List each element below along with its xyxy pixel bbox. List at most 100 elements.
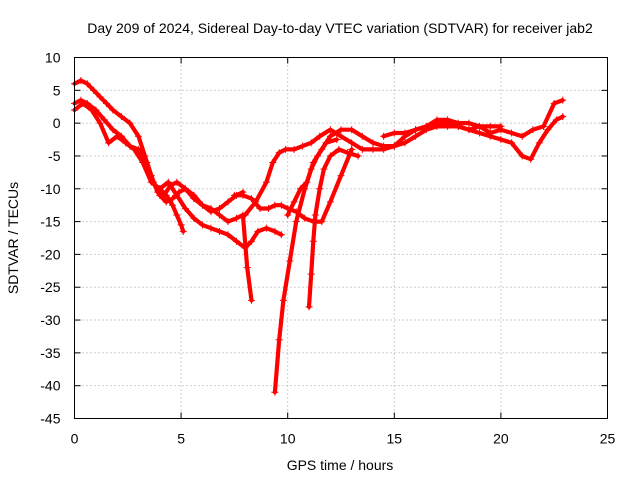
series-line [243, 114, 565, 218]
x-tick-label: 5 [177, 431, 185, 447]
data-point [303, 178, 311, 186]
data-point [433, 116, 441, 124]
data-point [279, 296, 287, 304]
x-tick-label: 0 [71, 431, 79, 447]
data-point [215, 211, 223, 219]
data-point [96, 93, 104, 101]
data-point [122, 139, 130, 147]
data-point [139, 159, 147, 167]
series-track-5 [230, 145, 356, 226]
data-point [162, 191, 170, 199]
data-point [233, 237, 241, 245]
y-tick-label: 5 [53, 82, 61, 98]
data-point [337, 132, 345, 140]
data-point [241, 211, 249, 219]
data-point [307, 270, 315, 278]
data-point [535, 139, 543, 147]
data-point [215, 227, 223, 235]
series-track-10 [380, 116, 505, 140]
series-track-2 [71, 96, 255, 304]
series-track-3 [71, 99, 285, 252]
y-tick-label: -45 [40, 411, 60, 427]
data-point [282, 145, 290, 153]
data-point [309, 237, 317, 245]
data-point [156, 185, 164, 193]
data-point [316, 185, 324, 193]
data-point [105, 139, 113, 147]
data-point [305, 303, 313, 311]
data-point [265, 204, 273, 212]
data-point [256, 204, 264, 212]
data-point [275, 336, 283, 344]
data-point [290, 198, 298, 206]
data-point [296, 185, 304, 193]
data-point [518, 152, 526, 160]
data-point [126, 119, 134, 127]
data-point [173, 191, 181, 199]
data-point [465, 126, 473, 134]
data-point [422, 122, 430, 130]
series-line [306, 147, 361, 309]
data-point [156, 191, 164, 199]
data-point [314, 152, 322, 160]
data-point [326, 126, 334, 134]
data-point [292, 218, 300, 226]
data-point [299, 142, 307, 150]
data-point [358, 132, 366, 140]
y-tick-label: -40 [40, 378, 60, 394]
data-point [275, 149, 283, 157]
series-track-4 [156, 185, 187, 235]
data-point [343, 149, 351, 157]
data-point [348, 126, 356, 134]
data-point [88, 106, 96, 114]
y-tick-label: -35 [40, 345, 60, 361]
y-tick-label: -30 [40, 312, 60, 328]
data-point [544, 126, 552, 134]
series-track-6 [241, 113, 567, 219]
data-point [529, 126, 537, 134]
data-point [335, 145, 343, 153]
data-point [102, 99, 110, 107]
data-point [169, 201, 177, 209]
data-point [401, 129, 409, 137]
data-point [233, 214, 241, 222]
data-point [173, 211, 181, 219]
y-tick-label: -25 [40, 279, 60, 295]
data-point [224, 231, 232, 239]
data-point [130, 145, 138, 153]
data-point [476, 122, 484, 130]
data-point [83, 80, 91, 88]
data-point [134, 132, 142, 140]
data-point [307, 165, 315, 173]
data-point [320, 165, 328, 173]
data-point [262, 178, 270, 186]
data-point [181, 185, 189, 193]
y-tick-label: 10 [45, 50, 61, 66]
plot-frame [74, 57, 608, 419]
data-point [277, 201, 285, 209]
data-point [337, 172, 345, 180]
data-point [497, 136, 505, 144]
series-line [272, 98, 565, 395]
data-point [269, 159, 277, 167]
data-point [207, 204, 215, 212]
data-point [241, 244, 249, 252]
series-line [232, 147, 354, 224]
data-point [113, 132, 121, 140]
data-point [318, 218, 326, 226]
data-point [284, 211, 292, 219]
data-point [337, 126, 345, 134]
data-point [190, 195, 198, 203]
data-point [109, 106, 117, 114]
data-point [358, 145, 366, 153]
data-point [198, 201, 206, 209]
data-point [333, 136, 341, 144]
x-tick-label: 20 [493, 431, 509, 447]
data-point [444, 116, 452, 124]
data-point [497, 122, 505, 130]
tick-labels: 0 5 10 15 20 25 10 5 0 -5 -10 -15 -20 -25 -30 -35 -40 -45 [40, 50, 615, 447]
data-point [348, 139, 356, 147]
data-point [380, 142, 388, 150]
data-point [271, 388, 279, 396]
